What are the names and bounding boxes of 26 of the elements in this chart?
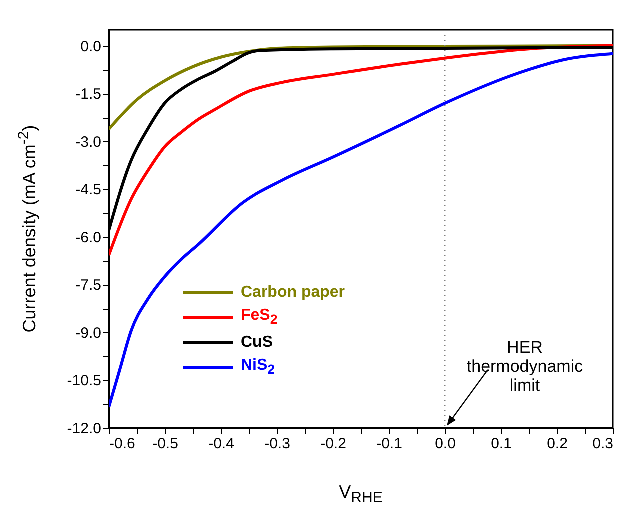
x-tick-label: 0.0 — [435, 436, 456, 452]
legend-label: FeS$_{2}$ — [241, 307, 278, 328]
y-tick-label: -9.0 — [76, 324, 102, 342]
y-tick-label: -3.0 — [76, 134, 102, 151]
x-tick-label: 0.1 — [491, 436, 512, 452]
y-tick-label: -6.0 — [76, 229, 102, 246]
x-tick-label: -0.6 — [110, 436, 136, 452]
x-axis-title: V$_{RHE}$ — [339, 482, 383, 507]
line-series — [109, 52, 613, 409]
y-tick-label: -7.5 — [76, 277, 102, 294]
x-tick-label: -0.1 — [376, 436, 402, 452]
annotation: HER thermodynamic limit — [466, 338, 584, 395]
legend-label: CuS — [241, 334, 273, 352]
x-tick-label: 0.3 — [592, 436, 614, 452]
x-tick-label: 0.2 — [547, 436, 568, 452]
y-tick-label: -1.5 — [76, 86, 102, 104]
x-tick-label: -0.4 — [208, 436, 234, 452]
x-tick-label: -0.3 — [264, 436, 290, 452]
y-tick-label: -12.0 — [67, 420, 102, 438]
y-tick-label: 0.0 — [80, 38, 102, 56]
y-tick-label: -4.5 — [76, 182, 102, 199]
y-tick-label: -10.5 — [67, 372, 102, 390]
legend-label: NiS$_{2}$ — [241, 357, 276, 378]
x-tick-label: -0.5 — [152, 436, 178, 452]
legend-label: Carbon paper — [241, 284, 346, 302]
x-tick-label: -0.2 — [320, 436, 346, 452]
